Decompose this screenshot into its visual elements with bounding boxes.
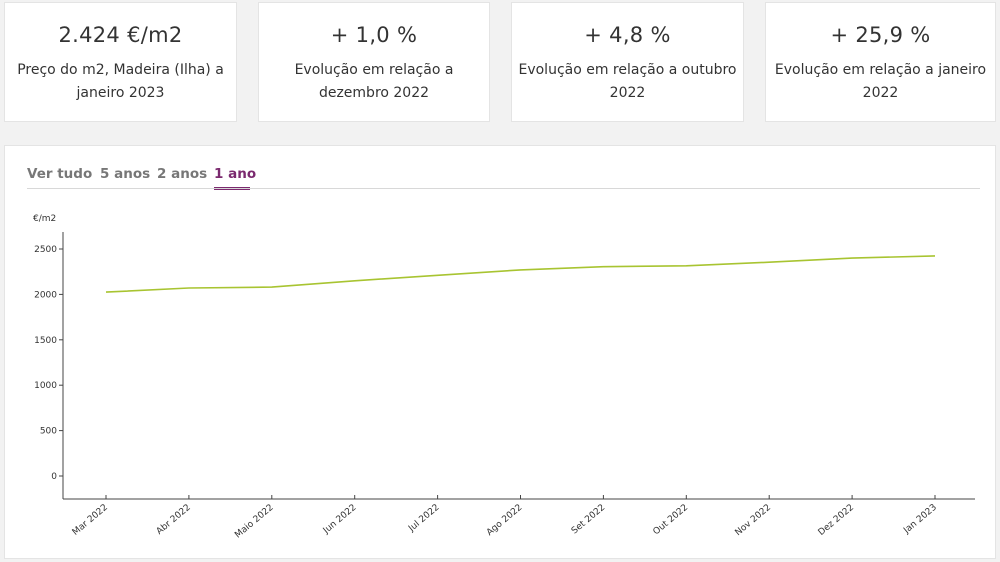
y-axis-label: €/m2 <box>33 214 56 224</box>
x-tick-label: Jan 2023 <box>901 503 939 537</box>
y-tick-label: 1000 <box>34 381 57 391</box>
y-tick-label: 2000 <box>34 290 57 300</box>
evolution-year-label: Evolução em relação a janeiro 2022 <box>774 62 987 101</box>
evolution-month-value: + 1,0 % <box>330 23 418 47</box>
evolution-month-label: Evolução em relação a dezembro 2022 <box>294 62 454 101</box>
x-tick-label: Ago 2022 <box>485 503 524 538</box>
y-tick-label: 2500 <box>34 245 57 255</box>
evolution-year-value: + 25,9 % <box>830 23 931 47</box>
y-tick-label: 0 <box>51 472 57 482</box>
tabs-divider <box>27 188 980 189</box>
x-tick-label: Jul 2022 <box>406 503 441 535</box>
tab-2-anos[interactable]: 2 anos <box>157 166 208 182</box>
x-tick-label: Dez 2022 <box>817 503 856 538</box>
price-card: 2.424 €/m2 Preço do m2, Madeira (Ilha) a… <box>4 2 237 122</box>
evolution-card-month: + 1,0 % Evolução em relação a dezembro 2… <box>258 2 490 122</box>
x-tick-label: Out 2022 <box>652 503 691 538</box>
price-label: Preço do m2, Madeira (Ilha) a janeiro 20… <box>17 62 224 101</box>
chart-panel: Ver tudo 5 anos 2 anos 1 ano €/m2 0 500 10… <box>4 145 996 559</box>
evolution-card-year: + 25,9 % Evolução em relação a janeiro 2… <box>765 2 996 122</box>
y-tick-label: 500 <box>40 427 57 437</box>
x-tick-label: Abr 2022 <box>155 503 193 537</box>
tab-ver-tudo[interactable]: Ver tudo <box>27 166 93 182</box>
price-line-chart: €/m2 0 500 1000 1500 2000 2500 Mar 2022 Abr 20… <box>33 214 975 541</box>
tab-5-anos[interactable]: 5 anos <box>100 166 151 182</box>
y-tick-label: 1500 <box>34 336 57 346</box>
evolution-card-quarter: + 4,8 % Evolução em relação a outubro 20… <box>511 2 744 122</box>
x-tick-label: Nov 2022 <box>733 503 773 539</box>
x-tick-label: Set 2022 <box>570 503 607 537</box>
series-line <box>105 255 936 293</box>
x-tick-label: Jun 2022 <box>321 503 359 537</box>
x-tick-label: Mar 2022 <box>71 503 110 538</box>
evolution-quarter-value: + 4,8 % <box>584 23 671 47</box>
evolution-quarter-label: Evolução em relação a outubro 2022 <box>518 62 737 101</box>
tab-1-ano[interactable]: 1 ano <box>214 166 257 182</box>
price-value: 2.424 €/m2 <box>58 23 183 47</box>
x-tick-label: Maio 2022 <box>233 503 275 541</box>
